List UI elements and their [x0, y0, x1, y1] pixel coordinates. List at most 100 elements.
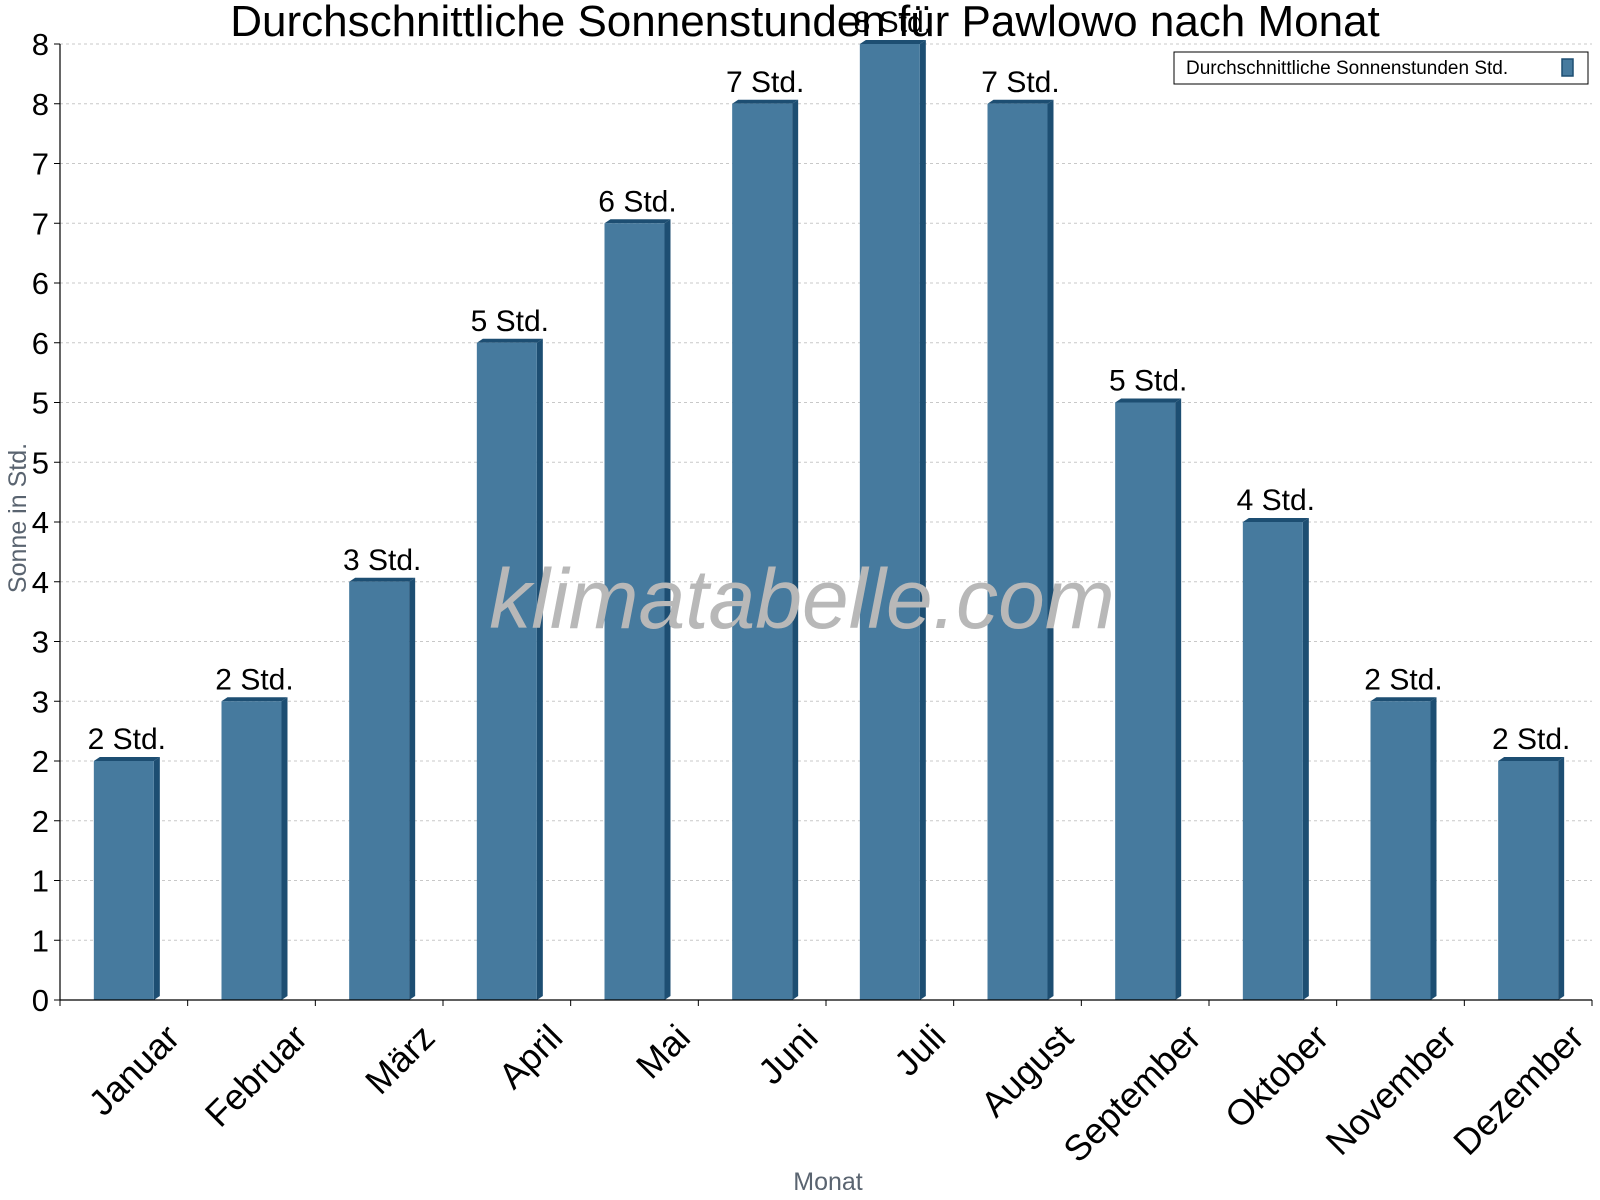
bar-top: [859, 40, 926, 44]
bar-side: [1047, 99, 1054, 1000]
data-label: 3 Std.: [343, 544, 421, 577]
data-label: 2 Std.: [215, 663, 293, 696]
y-tick-label: 1: [32, 923, 49, 958]
bar-top: [604, 219, 671, 224]
bar-front: [1242, 522, 1303, 1000]
x-tick-label: März: [357, 1016, 443, 1102]
bar-top: [1115, 398, 1182, 403]
x-tick-label: Juni: [750, 1016, 826, 1092]
data-label: 7 Std.: [981, 66, 1059, 99]
watermark: klimatabelle.com: [489, 552, 1115, 646]
bar-top: [93, 757, 160, 761]
bar: [476, 338, 543, 1000]
data-label: 4 Std.: [1237, 484, 1315, 517]
bar-top: [476, 338, 543, 343]
bar-front: [221, 701, 282, 1000]
bar-front: [1498, 761, 1559, 1000]
bar-top: [1370, 697, 1437, 702]
bar-top: [1242, 518, 1309, 522]
bar-front: [476, 342, 537, 1000]
bar: [93, 757, 160, 1000]
bar-top: [221, 697, 288, 702]
y-tick-label: 2: [32, 804, 49, 839]
x-tick-label: Dezember: [1445, 1016, 1591, 1162]
y-tick-label: 8: [32, 87, 49, 122]
x-tick-label: Februar: [197, 1016, 315, 1134]
bar: [1115, 398, 1182, 1000]
bar-front: [349, 581, 410, 1000]
y-tick-label: 5: [32, 445, 49, 480]
bar-side: [1175, 398, 1182, 1000]
y-axis-label: Sonne in Std.: [4, 443, 32, 593]
bar-front: [732, 103, 793, 1000]
gridlines: [60, 43, 1592, 941]
y-tick-label: 6: [32, 266, 49, 301]
data-labels: 2 Std. 2 Std. 3 Std. 5 Std. 6 Std. 7 Std. 8 St…: [88, 6, 1571, 756]
x-axis-label: Monat: [793, 1168, 863, 1196]
bar-side: [409, 577, 416, 1000]
bar-top: [987, 99, 1054, 104]
bar-top: [732, 99, 799, 104]
y-tick-label: 6: [32, 326, 49, 361]
x-tick-label: November: [1318, 1016, 1464, 1162]
bar-front: [604, 223, 665, 1000]
bars: [93, 40, 1565, 1000]
bar-side: [664, 219, 671, 1000]
bar-side: [792, 99, 799, 1000]
data-label: 2 Std.: [1364, 663, 1442, 696]
y-tick-label: 0: [32, 983, 49, 1018]
bar-front: [93, 761, 154, 1000]
legend-box: [1173, 51, 1589, 85]
legend-label: Durchschnittliche Sonnenstunden Std.: [1186, 58, 1508, 79]
bar-front: [1370, 701, 1431, 1000]
bar-side: [281, 697, 288, 1000]
bar-side: [1302, 518, 1309, 1000]
y-tick-label: 7: [32, 206, 49, 241]
bar-front: [987, 103, 1048, 1000]
bar-front: [859, 44, 920, 1000]
x-tick-label: Mai: [628, 1016, 698, 1086]
data-label: 5 Std.: [1109, 365, 1187, 398]
x-tick-label: April: [490, 1016, 570, 1096]
y-tick-label: 1: [32, 864, 49, 899]
y-tick-label: 5: [32, 386, 49, 421]
data-label: 5 Std.: [471, 305, 549, 338]
bar: [859, 40, 926, 1000]
x-tick-label: Juli: [886, 1016, 953, 1083]
bar-front: [1115, 402, 1176, 1000]
x-tick-label: August: [973, 1016, 1081, 1124]
y-tick-label: 7: [32, 147, 49, 182]
bar: [221, 697, 288, 1000]
legend-swatch: [1561, 58, 1574, 77]
y-tick-label: 3: [32, 625, 49, 660]
bar: [604, 219, 671, 1000]
bar-side: [1558, 757, 1565, 1000]
bar: [1242, 518, 1309, 1000]
x-tick-label: Januar: [80, 1016, 187, 1123]
y-tick-label: 4: [32, 505, 49, 540]
data-label: 8 Std.: [854, 6, 932, 39]
x-tick-label: Oktober: [1217, 1016, 1337, 1136]
chart-title: Durchschnittliche Sonnenstunden für Pawl…: [230, 0, 1380, 46]
bar: [1370, 697, 1437, 1000]
x-tick-label: September: [1055, 1016, 1209, 1170]
bar-top: [349, 577, 416, 582]
bar: [732, 99, 799, 1000]
bar-side: [1430, 697, 1437, 1000]
bar-side: [919, 40, 926, 1000]
y-tick-label: 8: [32, 27, 49, 62]
bar-side: [536, 338, 543, 1000]
bar: [987, 99, 1054, 1000]
bar: [349, 577, 416, 1000]
data-label: 6 Std.: [598, 185, 676, 218]
bar-top: [1498, 757, 1565, 761]
bar: [1498, 757, 1565, 1000]
data-label: 2 Std.: [88, 723, 166, 756]
data-label: 2 Std.: [1492, 723, 1570, 756]
y-tick-label: 3: [32, 684, 49, 719]
legend: Durchschnittliche Sonnenstunden Std.: [1173, 51, 1589, 85]
y-tick-label: 2: [32, 744, 49, 779]
data-label: 7 Std.: [726, 66, 804, 99]
